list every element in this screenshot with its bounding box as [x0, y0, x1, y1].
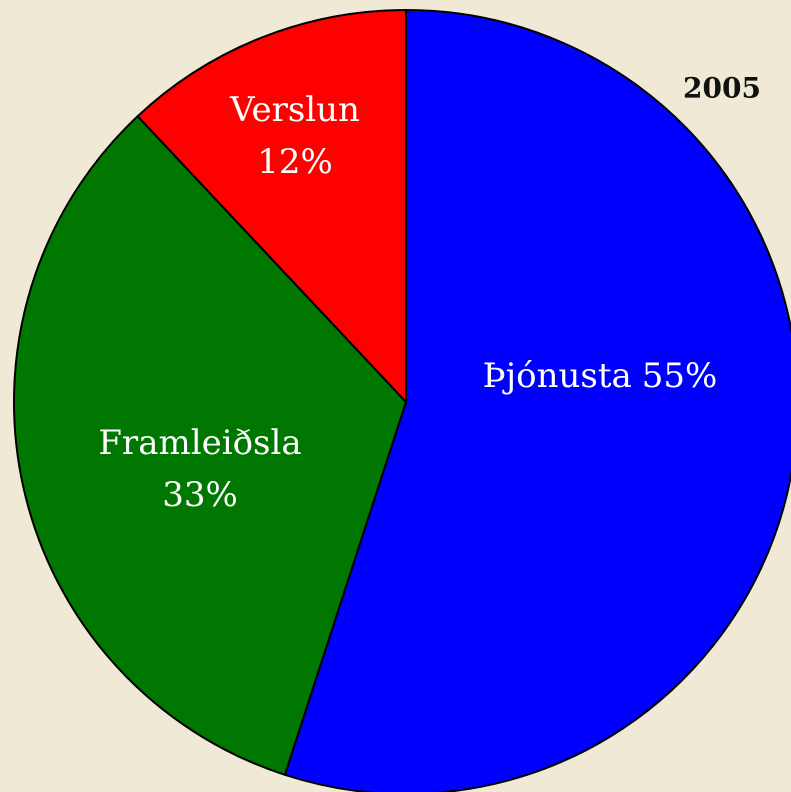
- slice-label: Verslun: [229, 90, 360, 130]
- labels: Þjónusta 55% Framleiðsla 33% Verslun 12%: [98, 90, 717, 515]
- chart-title: 2005: [683, 72, 761, 105]
- slice-value-label: 33%: [162, 475, 238, 515]
- pie-slice: [136, 8, 407, 405]
- slice-value-label: 55%: [642, 356, 718, 396]
- pie: [13, 8, 791, 792]
- pie-slice: [283, 8, 791, 792]
- slice-value-label: 12%: [257, 142, 333, 182]
- pie-slice: [13, 114, 408, 777]
- slice-label: Framleiðsla: [98, 423, 301, 463]
- slice-label-group: Þjónusta 55%: [483, 356, 718, 396]
- slice-label: Þjónusta: [483, 356, 632, 396]
